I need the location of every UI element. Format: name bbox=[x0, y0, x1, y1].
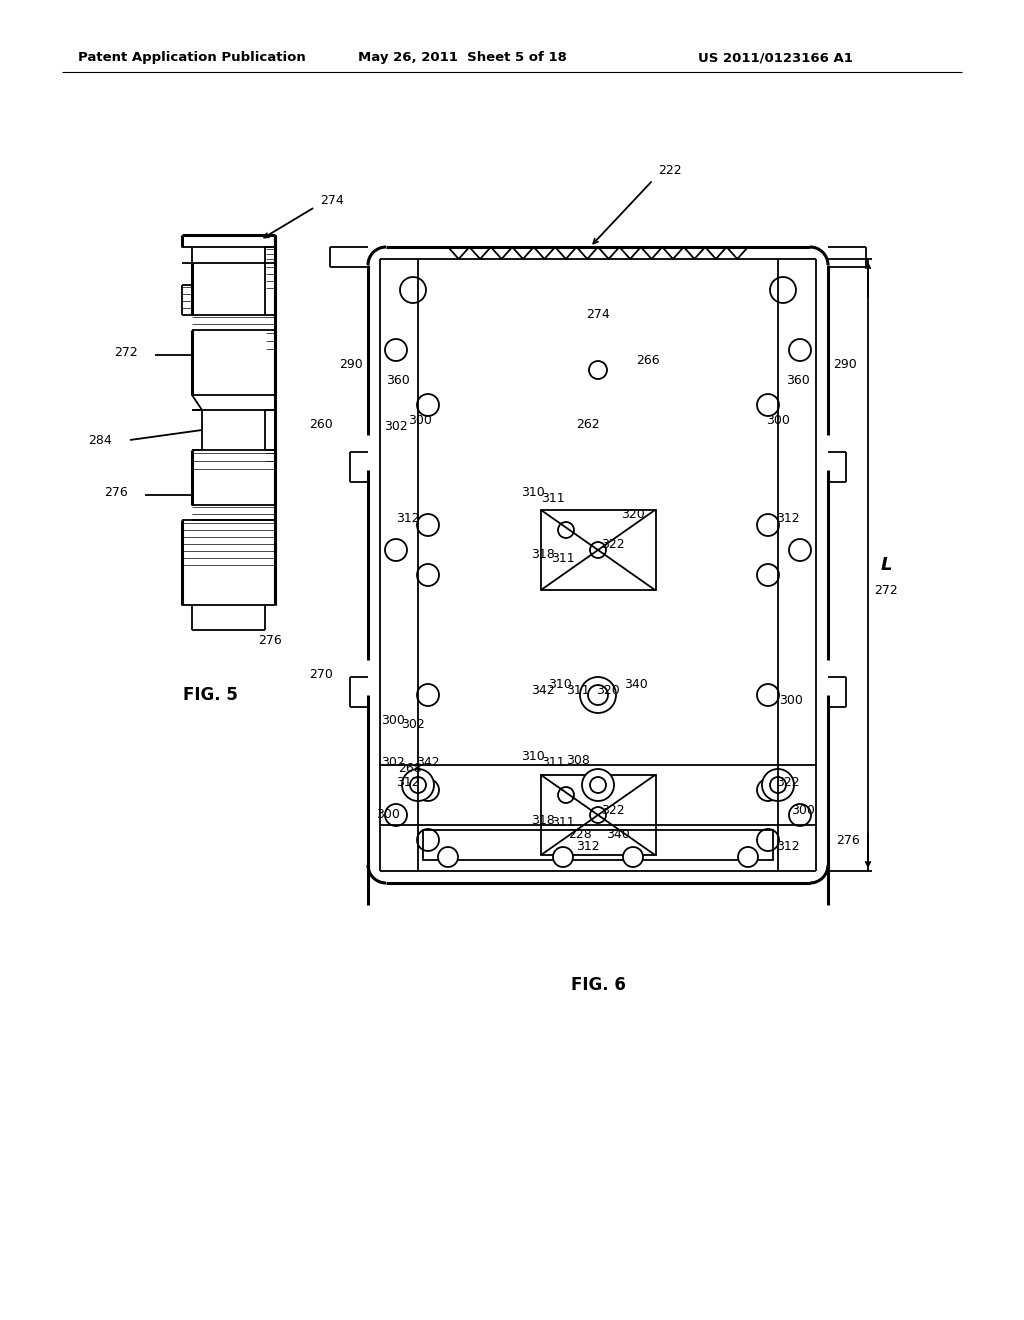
Text: 290: 290 bbox=[833, 359, 857, 371]
Text: 312: 312 bbox=[577, 841, 600, 854]
Circle shape bbox=[417, 779, 439, 801]
Text: 311: 311 bbox=[542, 756, 565, 770]
Circle shape bbox=[438, 847, 458, 867]
Circle shape bbox=[790, 339, 811, 360]
Circle shape bbox=[738, 847, 758, 867]
Circle shape bbox=[402, 770, 434, 801]
Text: 276: 276 bbox=[104, 487, 128, 499]
Text: 260: 260 bbox=[309, 418, 333, 432]
Text: 340: 340 bbox=[606, 829, 630, 842]
Text: 302: 302 bbox=[384, 421, 408, 433]
Circle shape bbox=[417, 513, 439, 536]
Text: 300: 300 bbox=[381, 714, 404, 726]
Circle shape bbox=[757, 513, 779, 536]
Text: 340: 340 bbox=[624, 678, 648, 692]
Circle shape bbox=[580, 677, 616, 713]
Text: 272: 272 bbox=[115, 346, 138, 359]
Circle shape bbox=[400, 277, 426, 304]
Circle shape bbox=[757, 829, 779, 851]
Text: 300: 300 bbox=[792, 804, 815, 817]
Circle shape bbox=[590, 777, 606, 793]
Text: 300: 300 bbox=[779, 693, 803, 706]
Text: 311: 311 bbox=[551, 552, 574, 565]
Text: 322: 322 bbox=[601, 804, 625, 817]
Circle shape bbox=[757, 684, 779, 706]
Text: May 26, 2011  Sheet 5 of 18: May 26, 2011 Sheet 5 of 18 bbox=[358, 51, 567, 65]
Text: 310: 310 bbox=[521, 486, 545, 499]
Circle shape bbox=[417, 564, 439, 586]
Text: 290: 290 bbox=[339, 359, 362, 371]
Circle shape bbox=[762, 770, 794, 801]
Circle shape bbox=[410, 777, 426, 793]
Circle shape bbox=[757, 779, 779, 801]
Circle shape bbox=[385, 539, 407, 561]
Text: 270: 270 bbox=[309, 668, 333, 681]
Text: 272: 272 bbox=[874, 583, 898, 597]
Text: 276: 276 bbox=[837, 833, 860, 846]
Text: 312: 312 bbox=[776, 511, 800, 524]
Text: 320: 320 bbox=[596, 684, 620, 697]
Circle shape bbox=[790, 539, 811, 561]
Circle shape bbox=[553, 847, 573, 867]
Text: 302: 302 bbox=[381, 756, 404, 770]
Text: Patent Application Publication: Patent Application Publication bbox=[78, 51, 306, 65]
Circle shape bbox=[385, 339, 407, 360]
Text: 320: 320 bbox=[622, 508, 645, 521]
Text: 274: 274 bbox=[586, 309, 610, 322]
Text: 318: 318 bbox=[531, 813, 555, 826]
Text: L: L bbox=[881, 556, 892, 574]
Circle shape bbox=[417, 393, 439, 416]
Text: 310: 310 bbox=[521, 751, 545, 763]
Circle shape bbox=[770, 277, 796, 304]
Circle shape bbox=[623, 847, 643, 867]
Text: 302: 302 bbox=[401, 718, 425, 731]
Text: 342: 342 bbox=[416, 756, 440, 770]
Circle shape bbox=[385, 804, 407, 826]
Bar bbox=[541, 510, 656, 590]
Text: 318: 318 bbox=[531, 549, 555, 561]
Circle shape bbox=[590, 543, 606, 558]
Text: FIG. 5: FIG. 5 bbox=[182, 686, 238, 704]
Text: 310: 310 bbox=[548, 678, 571, 692]
Circle shape bbox=[757, 564, 779, 586]
Text: 268: 268 bbox=[398, 762, 422, 775]
Text: 360: 360 bbox=[386, 374, 410, 387]
Circle shape bbox=[558, 787, 574, 803]
Text: 311: 311 bbox=[566, 684, 590, 697]
Text: 276: 276 bbox=[258, 634, 282, 647]
Text: 311: 311 bbox=[551, 817, 574, 829]
Text: 360: 360 bbox=[786, 374, 810, 387]
Circle shape bbox=[770, 777, 786, 793]
Text: 300: 300 bbox=[376, 808, 400, 821]
Text: 322: 322 bbox=[601, 539, 625, 552]
Text: 312: 312 bbox=[396, 511, 420, 524]
Text: 300: 300 bbox=[408, 413, 432, 426]
Text: 342: 342 bbox=[531, 684, 555, 697]
Circle shape bbox=[790, 804, 811, 826]
Text: 312: 312 bbox=[776, 841, 800, 854]
Text: 262: 262 bbox=[577, 418, 600, 432]
Text: FIG. 6: FIG. 6 bbox=[570, 975, 626, 994]
Text: US 2011/0123166 A1: US 2011/0123166 A1 bbox=[698, 51, 853, 65]
Circle shape bbox=[590, 807, 606, 822]
Bar bbox=[423, 830, 773, 861]
Circle shape bbox=[417, 684, 439, 706]
Circle shape bbox=[558, 521, 574, 539]
Bar bbox=[541, 775, 656, 855]
Text: 308: 308 bbox=[566, 754, 590, 767]
Text: 222: 222 bbox=[658, 164, 682, 177]
Text: 300: 300 bbox=[766, 413, 790, 426]
Text: 228: 228 bbox=[568, 829, 592, 842]
Circle shape bbox=[417, 829, 439, 851]
Text: 284: 284 bbox=[88, 433, 112, 446]
Circle shape bbox=[582, 770, 614, 801]
Circle shape bbox=[589, 360, 607, 379]
Text: 312: 312 bbox=[396, 776, 420, 789]
Text: 266: 266 bbox=[636, 354, 659, 367]
Text: 322: 322 bbox=[776, 776, 800, 789]
Text: 274: 274 bbox=[321, 194, 344, 206]
Text: 311: 311 bbox=[542, 491, 565, 504]
Circle shape bbox=[757, 393, 779, 416]
